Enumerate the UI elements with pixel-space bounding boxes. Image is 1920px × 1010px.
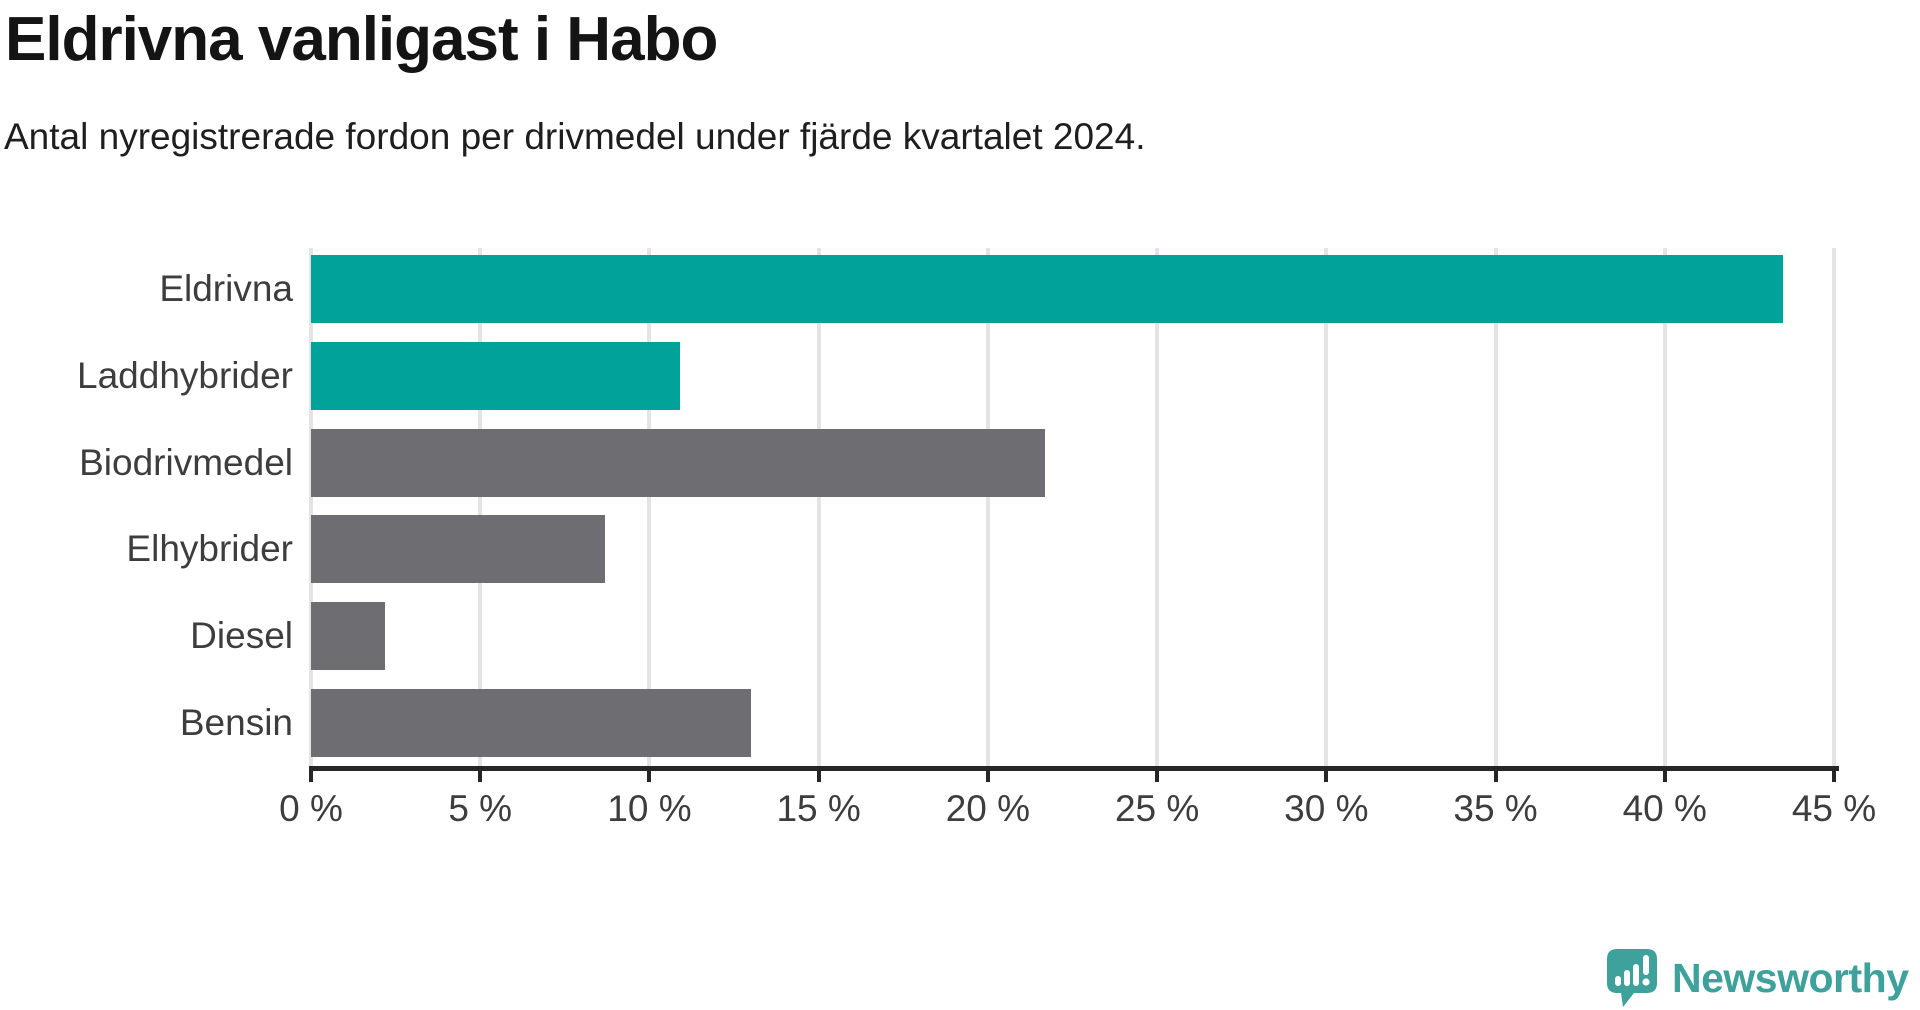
category-label-laddhybrider: Laddhybrider (77, 355, 293, 396)
speech-bubble-bar-chart-icon (1607, 949, 1657, 1007)
bar-laddhybrider (311, 342, 680, 410)
x-tick-label: 0 % (279, 788, 343, 829)
logo-text: Newsworthy (1672, 954, 1909, 1001)
plot-area (309, 246, 1836, 766)
x-tick-mark (1832, 771, 1836, 782)
bar-bensin (311, 688, 751, 757)
category-label-bensin: Bensin (179, 701, 293, 743)
gridline (816, 248, 821, 766)
bar-diesel (311, 602, 386, 670)
x-tick-mark (985, 771, 990, 782)
bar-eldrivna (311, 255, 1784, 324)
x-tick-mark (478, 771, 483, 782)
x-tick-label: 30 % (1284, 788, 1369, 829)
bar-biodrivmedel (311, 428, 1046, 497)
x-tick-mark (309, 771, 313, 782)
newsworthy-logo: Newsworthy (1606, 948, 1909, 1008)
x-tick-mark (1662, 771, 1667, 782)
gridline (1155, 248, 1160, 766)
x-tick-label: 10 % (607, 788, 692, 829)
category-label-elhybrider: Elhybrider (126, 528, 293, 570)
gridline (1324, 248, 1329, 766)
x-tick-mark (1155, 771, 1160, 782)
chart-title: Eldrivna vanligast i Habo (5, 5, 718, 74)
x-tick-label: 5 % (448, 788, 513, 829)
bar-elhybrider (311, 515, 606, 584)
x-tick-label: 40 % (1622, 788, 1707, 829)
x-tick-label: 45 % (1791, 788, 1877, 829)
gridline (647, 248, 652, 766)
gridline (478, 248, 483, 766)
x-tick-mark (647, 771, 652, 782)
chart-subtitle: Antal nyregistrerade fordon per drivmede… (4, 116, 1146, 157)
gridline (1832, 248, 1836, 766)
gridline (1662, 248, 1667, 766)
x-tick-mark (1324, 771, 1329, 782)
x-tick-mark (816, 771, 821, 782)
category-label-biodrivmedel: Biodrivmedel (79, 441, 293, 483)
x-tick-mark (1493, 771, 1498, 782)
gridline (1493, 248, 1498, 766)
gridline (309, 248, 313, 766)
x-tick-label: 15 % (776, 788, 861, 829)
x-tick-label: 25 % (1114, 788, 1200, 829)
category-label-eldrivna: Eldrivna (159, 268, 293, 310)
x-tick-label: 35 % (1453, 788, 1538, 829)
gridline (985, 248, 990, 766)
x-tick-label: 20 % (945, 788, 1031, 829)
x-axis-line (309, 766, 1839, 771)
category-label-diesel: Diesel (190, 615, 293, 656)
